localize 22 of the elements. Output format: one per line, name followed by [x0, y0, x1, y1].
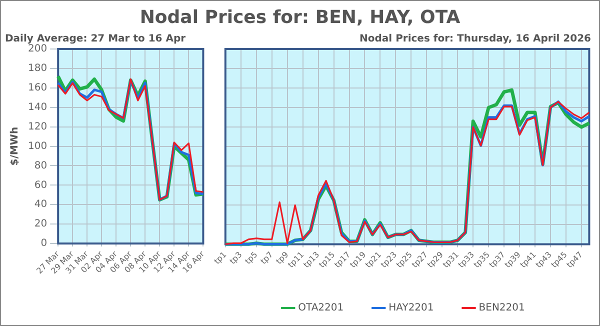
- chart-subtitle: Daily Average: 27 Mar to 16 Apr: [5, 34, 186, 45]
- y-tick-label: 180: [28, 63, 48, 74]
- x-tick-label: tp1: [212, 250, 228, 266]
- y-tick-label: 100: [28, 140, 48, 152]
- y-tick-label: 160: [28, 82, 48, 94]
- y-tick-label: 80: [34, 160, 48, 172]
- text: Nodal Prices for: BEN, HAY, OTA: [138, 7, 462, 28]
- y-tick-label: 20: [34, 218, 48, 230]
- x-tick-label: tp3: [228, 250, 244, 266]
- x-tick-label: tp7: [258, 250, 275, 266]
- chart-subtitle: Nodal Prices for: Thursday, 16 April 2026: [360, 34, 592, 45]
- legend-label: OTA2201: [298, 302, 344, 314]
- y-tick-label: 200: [28, 44, 48, 55]
- y-tick-label: 40: [34, 199, 48, 210]
- y-tick-label: 140: [28, 102, 48, 113]
- y-tick-label: 0: [40, 238, 48, 250]
- y-axis-title: $/MWh: [10, 126, 21, 166]
- y-tick-label: 60: [34, 180, 48, 191]
- legend-label: BEN2201: [478, 302, 525, 314]
- legend-label: HAY2201: [388, 302, 434, 314]
- y-tick-label: 120: [28, 121, 48, 132]
- x-tick-label: tp5: [243, 250, 260, 266]
